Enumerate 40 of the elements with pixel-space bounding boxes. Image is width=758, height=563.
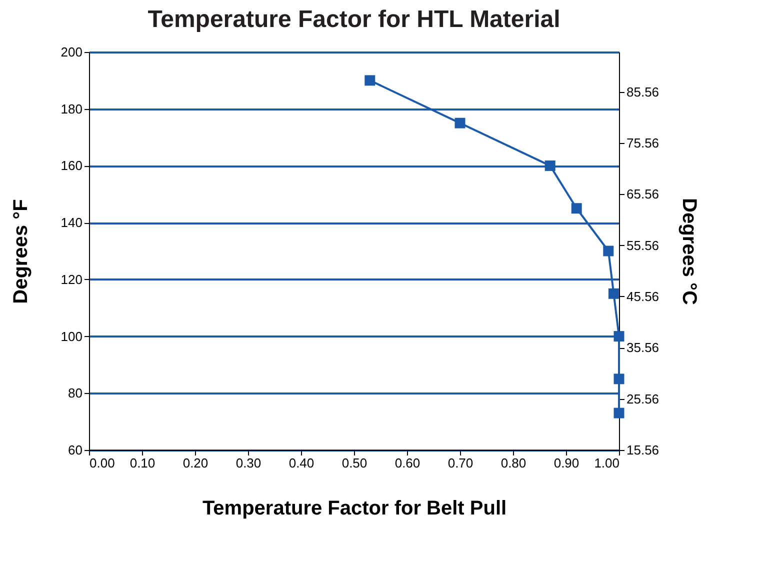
point bbox=[614, 408, 624, 418]
point bbox=[603, 246, 614, 256]
y-tick-label: 120 bbox=[60, 272, 82, 287]
y-tick-label: 100 bbox=[60, 328, 82, 344]
x-tick-label: 0.70 bbox=[448, 456, 474, 470]
y2-tick-label: 75.56 bbox=[626, 135, 660, 150]
y-tick-label: 180 bbox=[60, 101, 82, 116]
x-tick-label: 0.80 bbox=[500, 456, 526, 470]
point bbox=[614, 331, 624, 342]
point bbox=[454, 118, 466, 128]
point bbox=[608, 288, 619, 299]
point bbox=[571, 203, 582, 214]
x-tick-label: 0.00 bbox=[90, 456, 115, 470]
y2-tick-label: 55.56 bbox=[626, 238, 660, 253]
y2-tick-label: 35.56 bbox=[626, 340, 660, 356]
x-tick-label: 0.50 bbox=[342, 456, 368, 470]
x-tick-label: 0.40 bbox=[288, 456, 314, 470]
x-tick-label: 0.20 bbox=[182, 456, 208, 470]
y-tick-label: 160 bbox=[60, 158, 82, 174]
y-axis-title: Degrees °F bbox=[10, 199, 32, 304]
x-tick-label: 0.90 bbox=[554, 456, 580, 470]
y-tick-label: 80 bbox=[68, 386, 82, 401]
x-tick-label: 0.60 bbox=[394, 456, 420, 470]
y2-tick-label: 15.56 bbox=[626, 442, 660, 458]
y2-axis-title: Degrees °C bbox=[678, 198, 700, 305]
chart-title: Temperature Factor for HTL Material bbox=[148, 6, 560, 33]
y-tick-label: 200 bbox=[60, 44, 82, 60]
point bbox=[544, 160, 556, 171]
y2-tick-label: 25.56 bbox=[626, 391, 660, 406]
y-tick-label: 140 bbox=[60, 215, 82, 230]
y2-tick-label: 45.56 bbox=[626, 288, 660, 304]
point bbox=[364, 75, 376, 86]
x-tick-label: 0.30 bbox=[236, 456, 262, 470]
x-tick-label: 0.10 bbox=[130, 456, 156, 470]
x-axis-title: Temperature Factor for Belt Pull bbox=[202, 498, 507, 520]
y-tick-label: 60 bbox=[68, 442, 82, 458]
y2-tick-label: 85.56 bbox=[626, 84, 660, 100]
x-tick-label: 1.00 bbox=[594, 456, 620, 470]
y2-tick-label: 65.56 bbox=[626, 186, 660, 202]
point bbox=[614, 374, 624, 384]
